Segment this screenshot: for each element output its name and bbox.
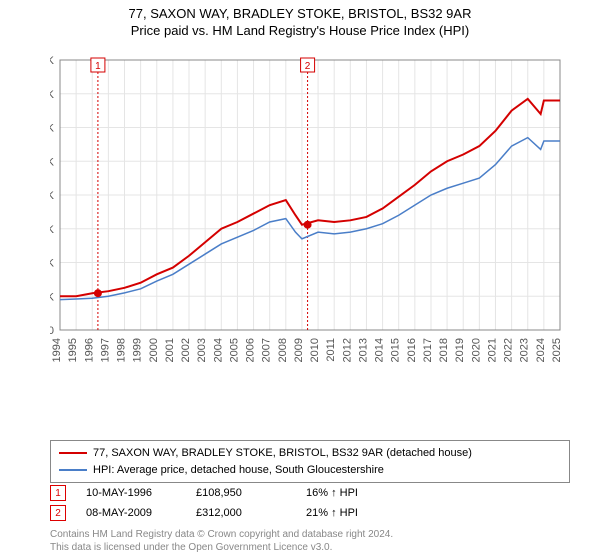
svg-text:2004: 2004 xyxy=(212,338,224,362)
svg-text:2015: 2015 xyxy=(390,338,402,362)
chart-container: 77, SAXON WAY, BRADLEY STOKE, BRISTOL, B… xyxy=(0,0,600,560)
svg-text:2006: 2006 xyxy=(245,338,257,362)
svg-text:£100K: £100K xyxy=(50,291,55,303)
svg-text:£800K: £800K xyxy=(50,55,55,67)
data-date: 10-MAY-1996 xyxy=(86,487,176,499)
svg-text:2005: 2005 xyxy=(228,338,240,362)
svg-text:2011: 2011 xyxy=(325,338,337,362)
data-point-table: 1 10-MAY-1996 £108,950 16% ↑ HPI 2 08-MA… xyxy=(50,485,570,525)
svg-text:1998: 1998 xyxy=(116,338,128,362)
data-price: £312,000 xyxy=(196,507,286,519)
svg-text:2016: 2016 xyxy=(406,338,418,362)
svg-text:2012: 2012 xyxy=(341,338,353,362)
footer-line: Contains HM Land Registry data © Crown c… xyxy=(50,528,570,541)
svg-text:2010: 2010 xyxy=(309,338,321,362)
svg-text:2024: 2024 xyxy=(535,338,547,362)
svg-text:£200K: £200K xyxy=(50,258,55,270)
svg-text:2018: 2018 xyxy=(438,338,450,362)
svg-text:2025: 2025 xyxy=(551,338,563,362)
svg-text:2008: 2008 xyxy=(277,338,289,362)
price-chart: £0 £100K £200K £300K £400K £500K £600K £700K £80… xyxy=(50,50,570,380)
svg-text:1: 1 xyxy=(95,61,101,72)
svg-text:2009: 2009 xyxy=(293,338,305,362)
data-delta: 16% ↑ HPI xyxy=(306,487,396,499)
svg-text:2021: 2021 xyxy=(486,338,498,362)
svg-text:2001: 2001 xyxy=(164,338,176,362)
svg-text:£400K: £400K xyxy=(50,190,55,202)
svg-text:2017: 2017 xyxy=(422,338,434,362)
svg-text:2013: 2013 xyxy=(357,338,369,362)
footer-line: This data is licensed under the Open Gov… xyxy=(50,541,570,554)
svg-text:2003: 2003 xyxy=(196,338,208,362)
data-price: £108,950 xyxy=(196,487,286,499)
svg-text:2000: 2000 xyxy=(148,338,160,362)
svg-text:1996: 1996 xyxy=(83,338,95,362)
svg-text:£300K: £300K xyxy=(50,224,55,236)
svg-text:2014: 2014 xyxy=(374,338,386,362)
svg-text:£600K: £600K xyxy=(50,123,55,135)
title-main: 77, SAXON WAY, BRADLEY STOKE, BRISTOL, B… xyxy=(0,6,600,21)
footer: Contains HM Land Registry data © Crown c… xyxy=(50,528,570,554)
legend-swatch xyxy=(59,469,87,471)
svg-text:1995: 1995 xyxy=(67,338,79,362)
svg-text:2007: 2007 xyxy=(261,338,273,362)
svg-text:2002: 2002 xyxy=(180,338,192,362)
svg-text:£0: £0 xyxy=(50,325,54,337)
svg-text:1999: 1999 xyxy=(132,338,144,362)
svg-text:2019: 2019 xyxy=(454,338,466,362)
legend: 77, SAXON WAY, BRADLEY STOKE, BRISTOL, B… xyxy=(50,440,570,483)
marker-badge: 2 xyxy=(50,505,66,521)
marker-badge: 1 xyxy=(50,485,66,501)
svg-text:2: 2 xyxy=(305,61,311,72)
svg-text:2022: 2022 xyxy=(503,338,515,362)
svg-text:1994: 1994 xyxy=(51,338,63,362)
legend-item: 77, SAXON WAY, BRADLEY STOKE, BRISTOL, B… xyxy=(59,445,561,462)
title-sub: Price paid vs. HM Land Registry's House … xyxy=(0,23,600,38)
svg-text:1997: 1997 xyxy=(99,338,111,362)
svg-text:2020: 2020 xyxy=(470,338,482,362)
data-row: 2 08-MAY-2009 £312,000 21% ↑ HPI xyxy=(50,505,570,521)
data-row: 1 10-MAY-1996 £108,950 16% ↑ HPI xyxy=(50,485,570,501)
legend-item: HPI: Average price, detached house, Sout… xyxy=(59,462,561,479)
svg-text:2023: 2023 xyxy=(519,338,531,362)
data-date: 08-MAY-2009 xyxy=(86,507,176,519)
svg-text:£500K: £500K xyxy=(50,156,55,168)
data-delta: 21% ↑ HPI xyxy=(306,507,396,519)
legend-label: 77, SAXON WAY, BRADLEY STOKE, BRISTOL, B… xyxy=(93,445,472,462)
svg-text:£700K: £700K xyxy=(50,89,55,101)
legend-swatch xyxy=(59,452,87,454)
title-block: 77, SAXON WAY, BRADLEY STOKE, BRISTOL, B… xyxy=(0,0,600,38)
legend-label: HPI: Average price, detached house, Sout… xyxy=(93,462,384,479)
